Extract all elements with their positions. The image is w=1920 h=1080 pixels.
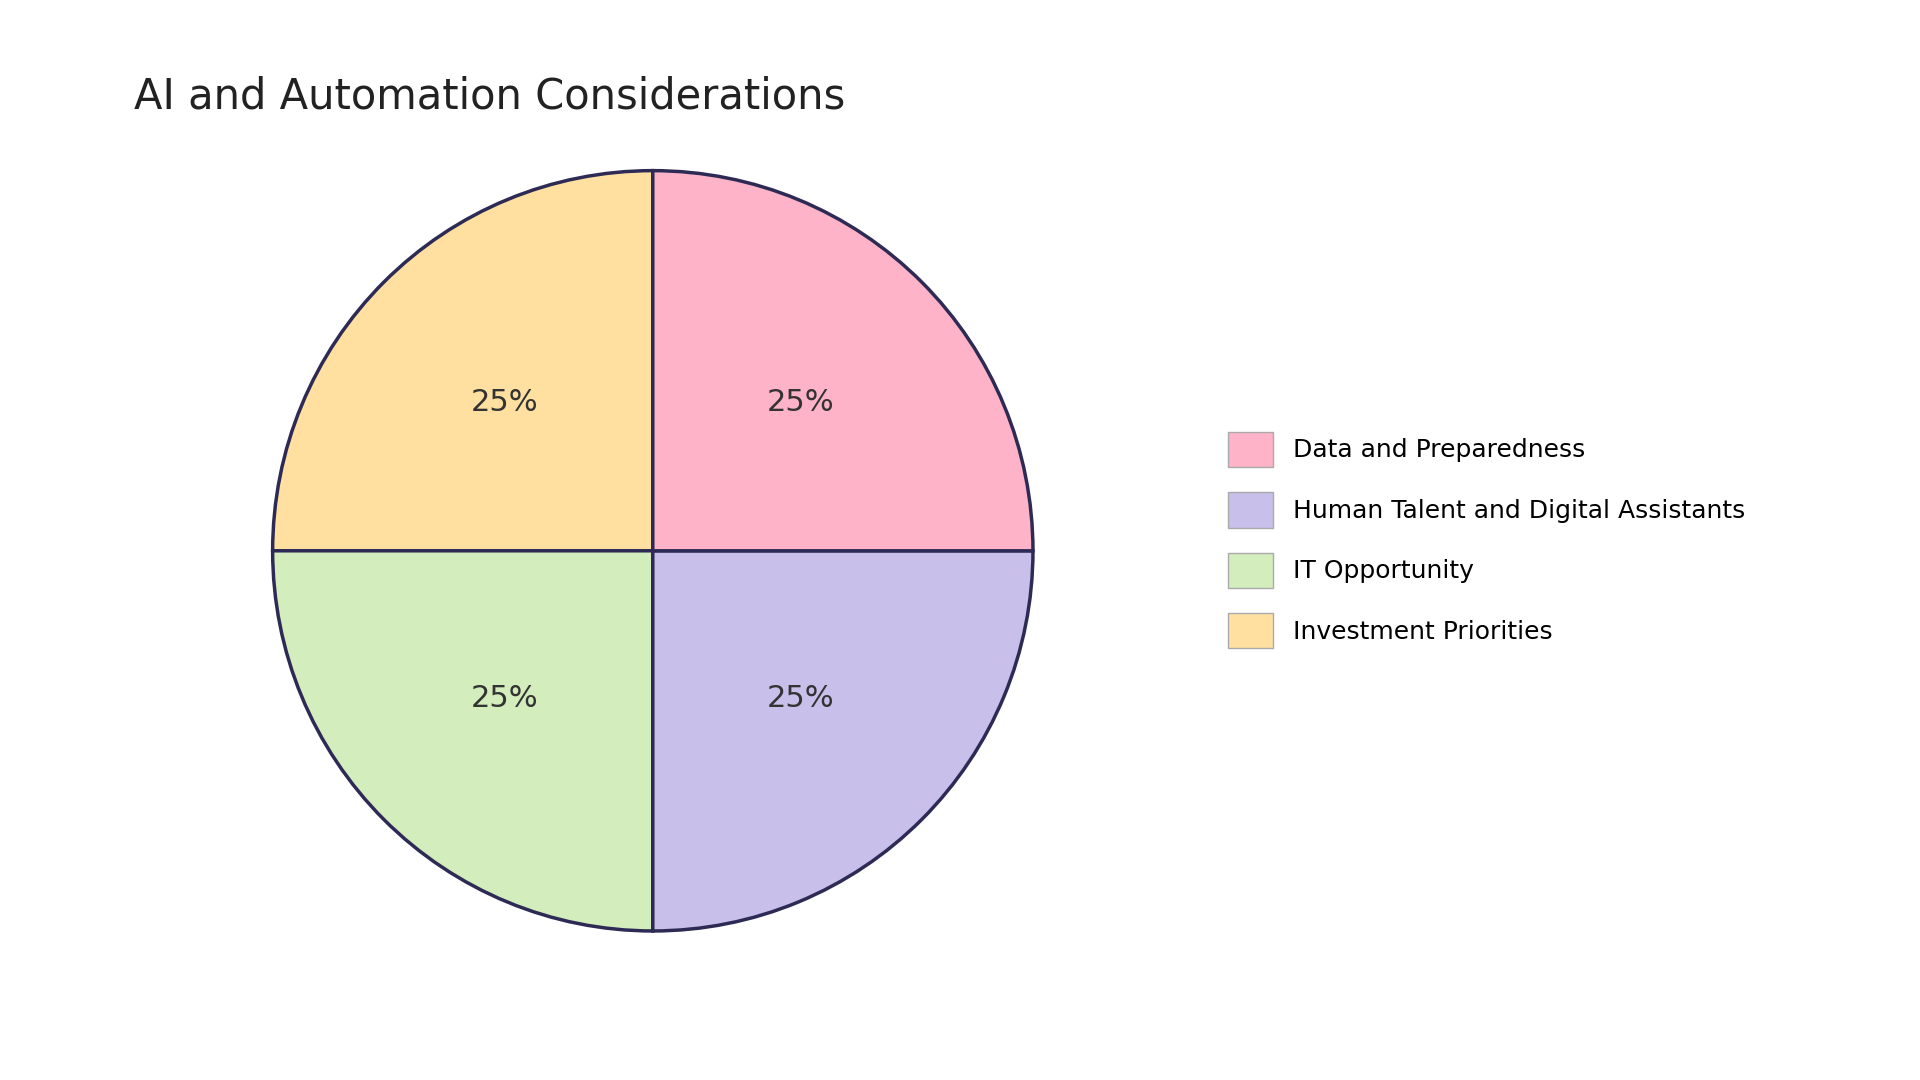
Text: AI and Automation Considerations: AI and Automation Considerations — [134, 76, 845, 118]
Text: 25%: 25% — [766, 684, 835, 713]
Wedge shape — [653, 171, 1033, 551]
Legend: Data and Preparedness, Human Talent and Digital Assistants, IT Opportunity, Inve: Data and Preparedness, Human Talent and … — [1204, 407, 1770, 673]
Text: 25%: 25% — [766, 389, 835, 418]
Text: 25%: 25% — [470, 389, 540, 418]
Wedge shape — [273, 171, 653, 551]
Wedge shape — [653, 551, 1033, 931]
Wedge shape — [273, 551, 653, 931]
Text: 25%: 25% — [470, 684, 540, 713]
